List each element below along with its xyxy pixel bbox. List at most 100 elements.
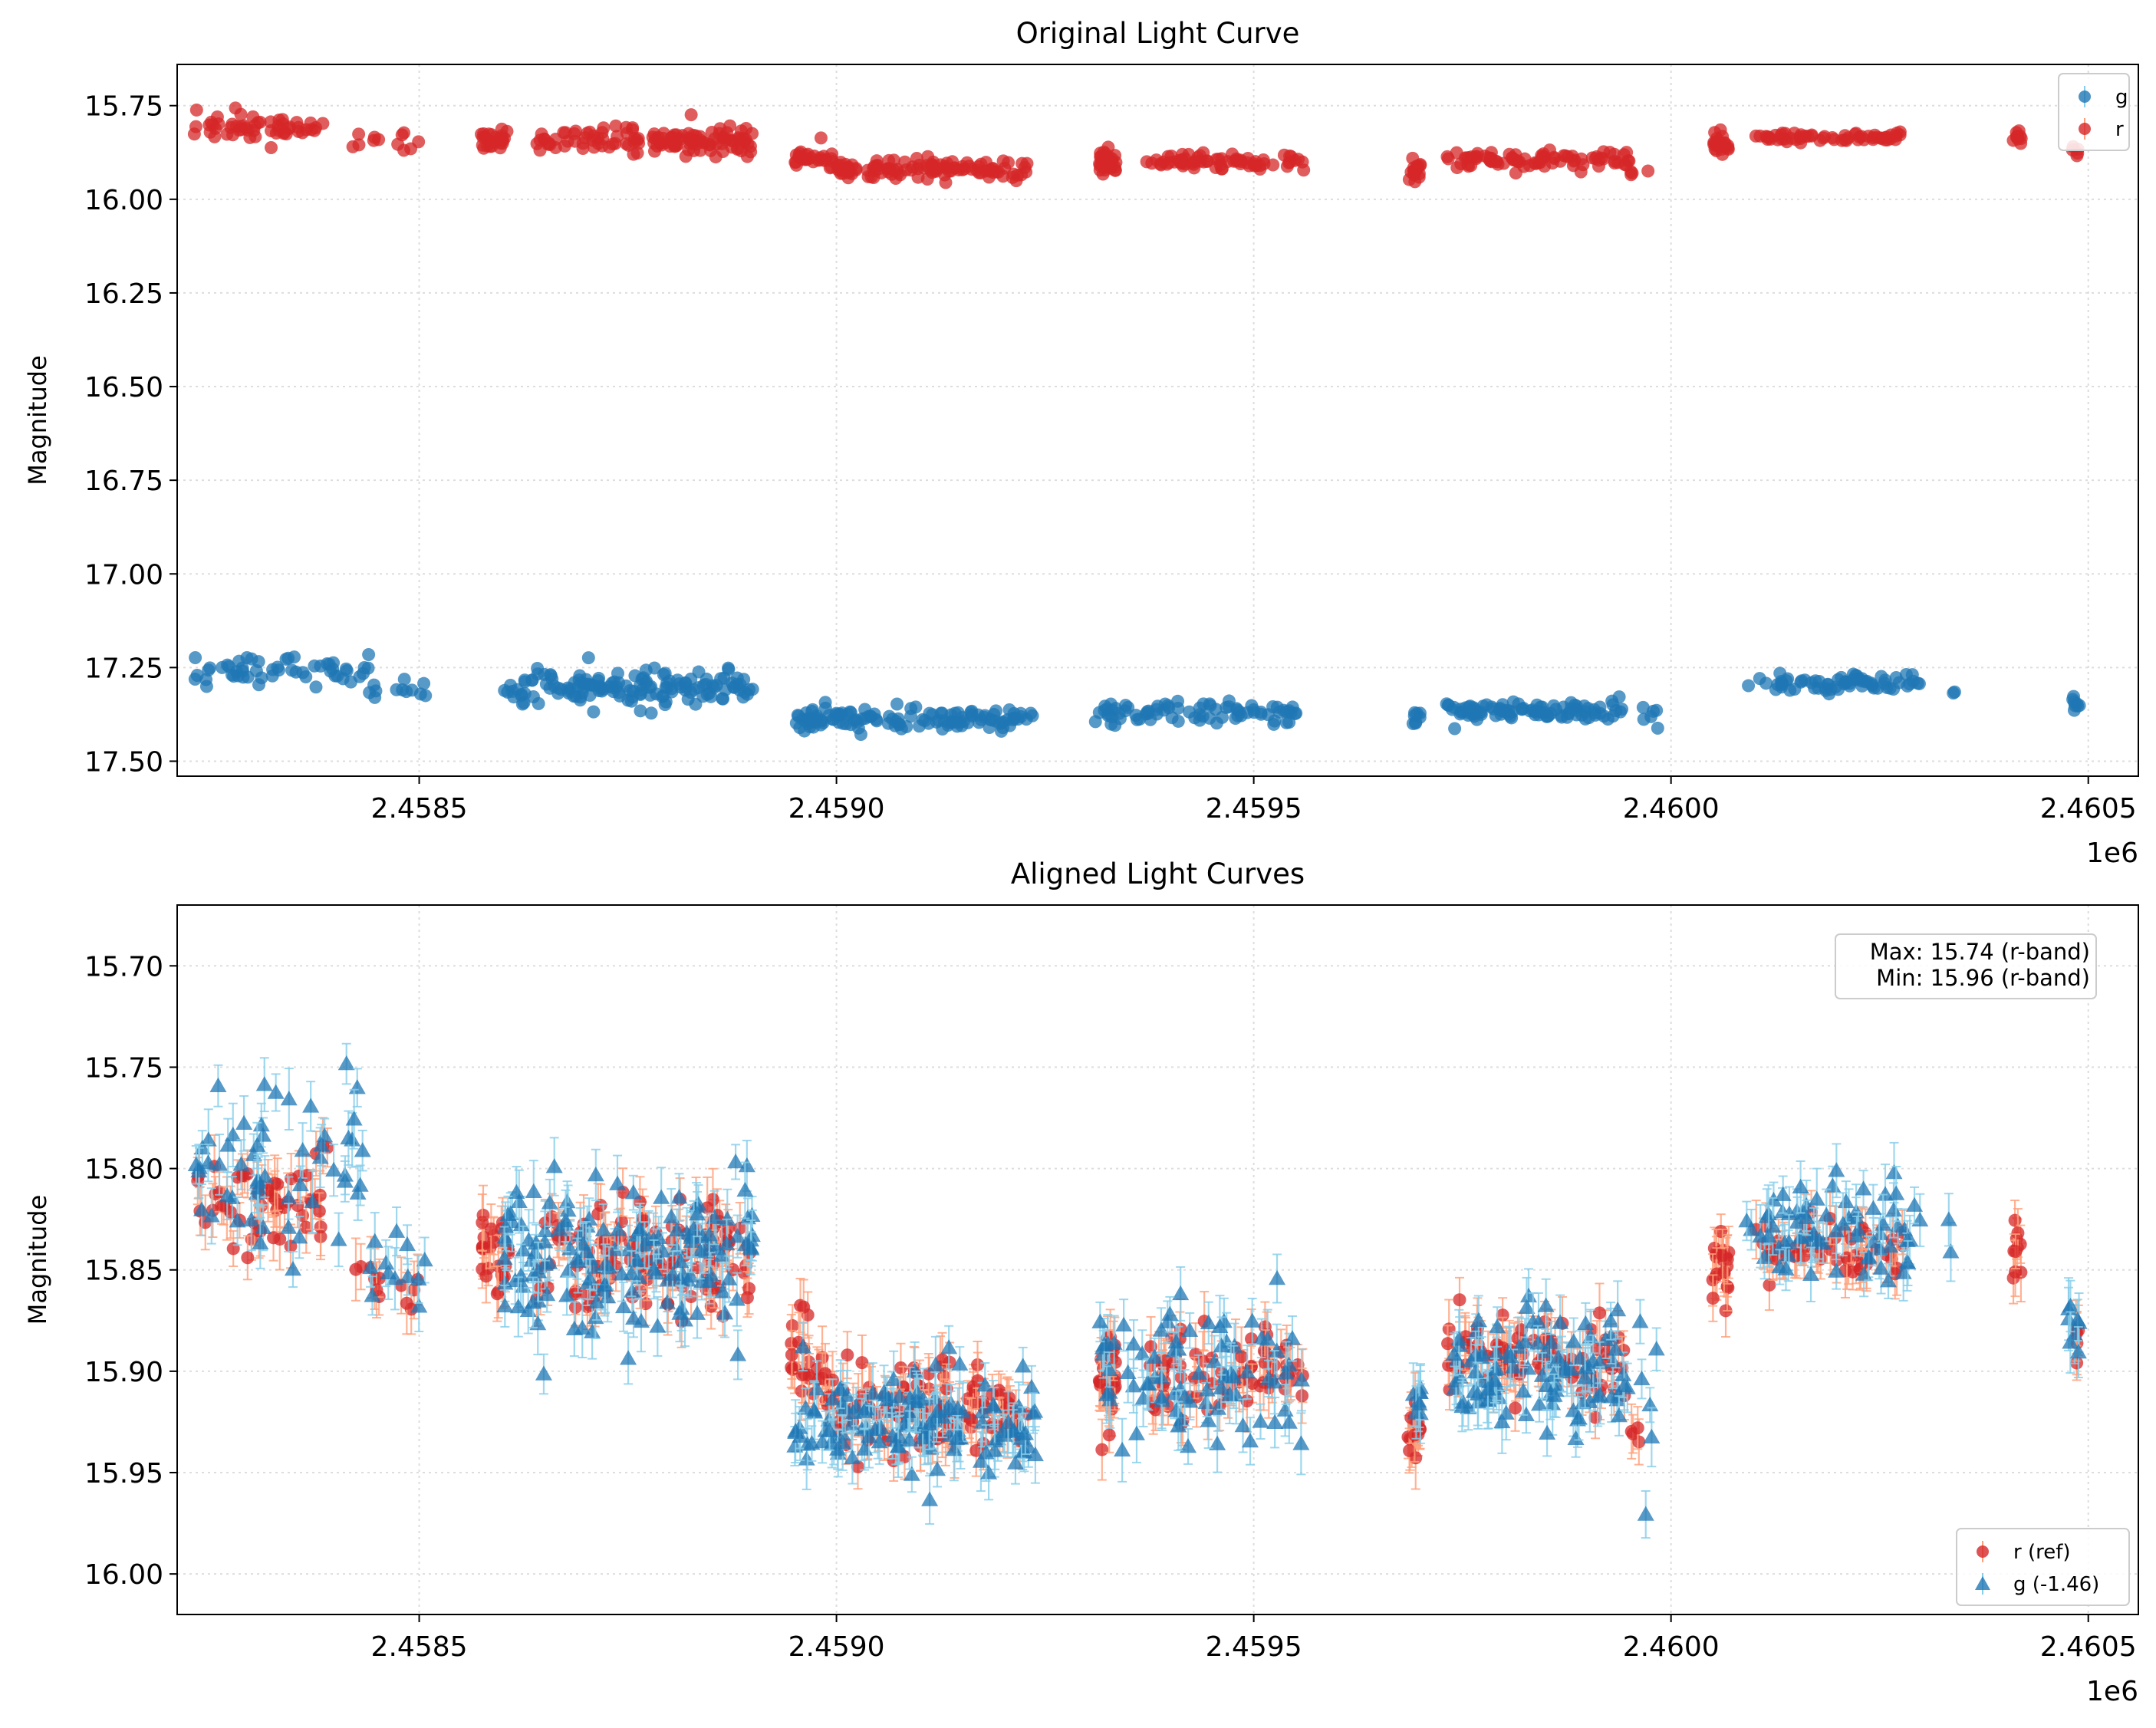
data-point [187,1156,205,1171]
data-point [498,131,512,145]
data-point [671,1305,689,1320]
data-point [285,663,299,677]
data-point [311,1149,329,1164]
data-point [1592,1306,1606,1320]
data-point [702,1266,719,1281]
data-point [476,130,490,144]
data-point [636,1236,653,1252]
data-point [1838,676,1852,690]
data-point [1462,151,1476,165]
data-point [653,1189,670,1204]
data-point [890,697,904,711]
data-point [330,1231,347,1246]
data-point [199,1154,217,1170]
y-tick-label: 17.00 [84,559,163,591]
data-point [229,1213,246,1228]
data-point [945,716,959,729]
data-point [1235,1350,1249,1364]
x-tick-label: 2.4605 [2040,793,2137,825]
data-point [1200,154,1214,168]
data-point [321,657,334,670]
data-point [495,1249,513,1265]
data-point [220,658,234,672]
data-point [367,133,380,147]
data-point [729,1346,747,1361]
data-point [1183,705,1196,719]
data-point [1716,1249,1730,1262]
data-point [802,711,815,725]
data-point [412,135,426,149]
data-point [309,121,323,135]
data-point [858,711,872,725]
data-point [508,1183,525,1199]
data-point [1542,143,1556,157]
data-point [1441,1337,1455,1351]
data-point [284,1261,301,1276]
data-point [572,1226,590,1241]
data-point [722,663,736,676]
data-point [538,1286,556,1302]
data-point [568,127,581,140]
data-point [706,1209,723,1224]
data-point [2011,132,2025,146]
data-point [235,1169,249,1183]
data-point [785,1319,799,1333]
data-point [684,108,698,122]
data-point [352,138,366,152]
data-point [515,1242,532,1257]
data-point [232,654,246,668]
data-point [742,683,756,696]
data-point [646,130,660,144]
chart-original-light-curve: Original Light Curve 2.4585 2.4590 2.4595 2.… [23,17,2139,869]
data-point [189,650,202,664]
data-point [541,1194,558,1210]
data-point [294,1142,311,1157]
data-point [691,1243,709,1258]
data-point [861,170,875,183]
data-point [1279,716,1293,729]
data-point [388,1223,406,1238]
chart-title: Aligned Light Curves [1011,857,1305,890]
data-point [354,1142,371,1157]
data-point [523,1252,541,1267]
data-point [291,1229,308,1244]
data-point [345,1111,363,1126]
data-point [645,1231,663,1246]
data-point [325,1161,343,1177]
data-point [1641,164,1655,178]
data-point [743,1226,761,1243]
data-point [1788,127,1802,140]
data-point [584,1323,601,1338]
data-point [610,1221,627,1236]
data-point [249,1137,266,1152]
data-point [627,147,640,161]
data-point [1502,707,1516,721]
data-point [644,688,657,702]
data-point [1483,151,1497,165]
data-point [931,161,945,175]
data-point [841,1348,854,1362]
data-point [1088,715,1102,729]
data-point [1157,155,1170,169]
data-point [587,705,601,719]
data-point [818,153,832,166]
data-point [897,1450,911,1463]
data-point [529,1263,547,1279]
data-point [1858,675,1872,689]
data-point [574,1236,592,1251]
data-point [1496,1308,1509,1322]
data-point [308,659,321,673]
data-point [727,680,741,694]
data-point [291,1176,309,1192]
data-point [1188,155,1202,169]
data-point [399,1268,416,1283]
data-point [558,1287,576,1302]
data-point [1288,707,1302,721]
data-point [729,1228,746,1243]
data-point [545,1158,563,1173]
data-point [639,676,653,690]
data-point [700,1226,718,1242]
data-point [628,1252,646,1267]
data-point [611,130,624,143]
